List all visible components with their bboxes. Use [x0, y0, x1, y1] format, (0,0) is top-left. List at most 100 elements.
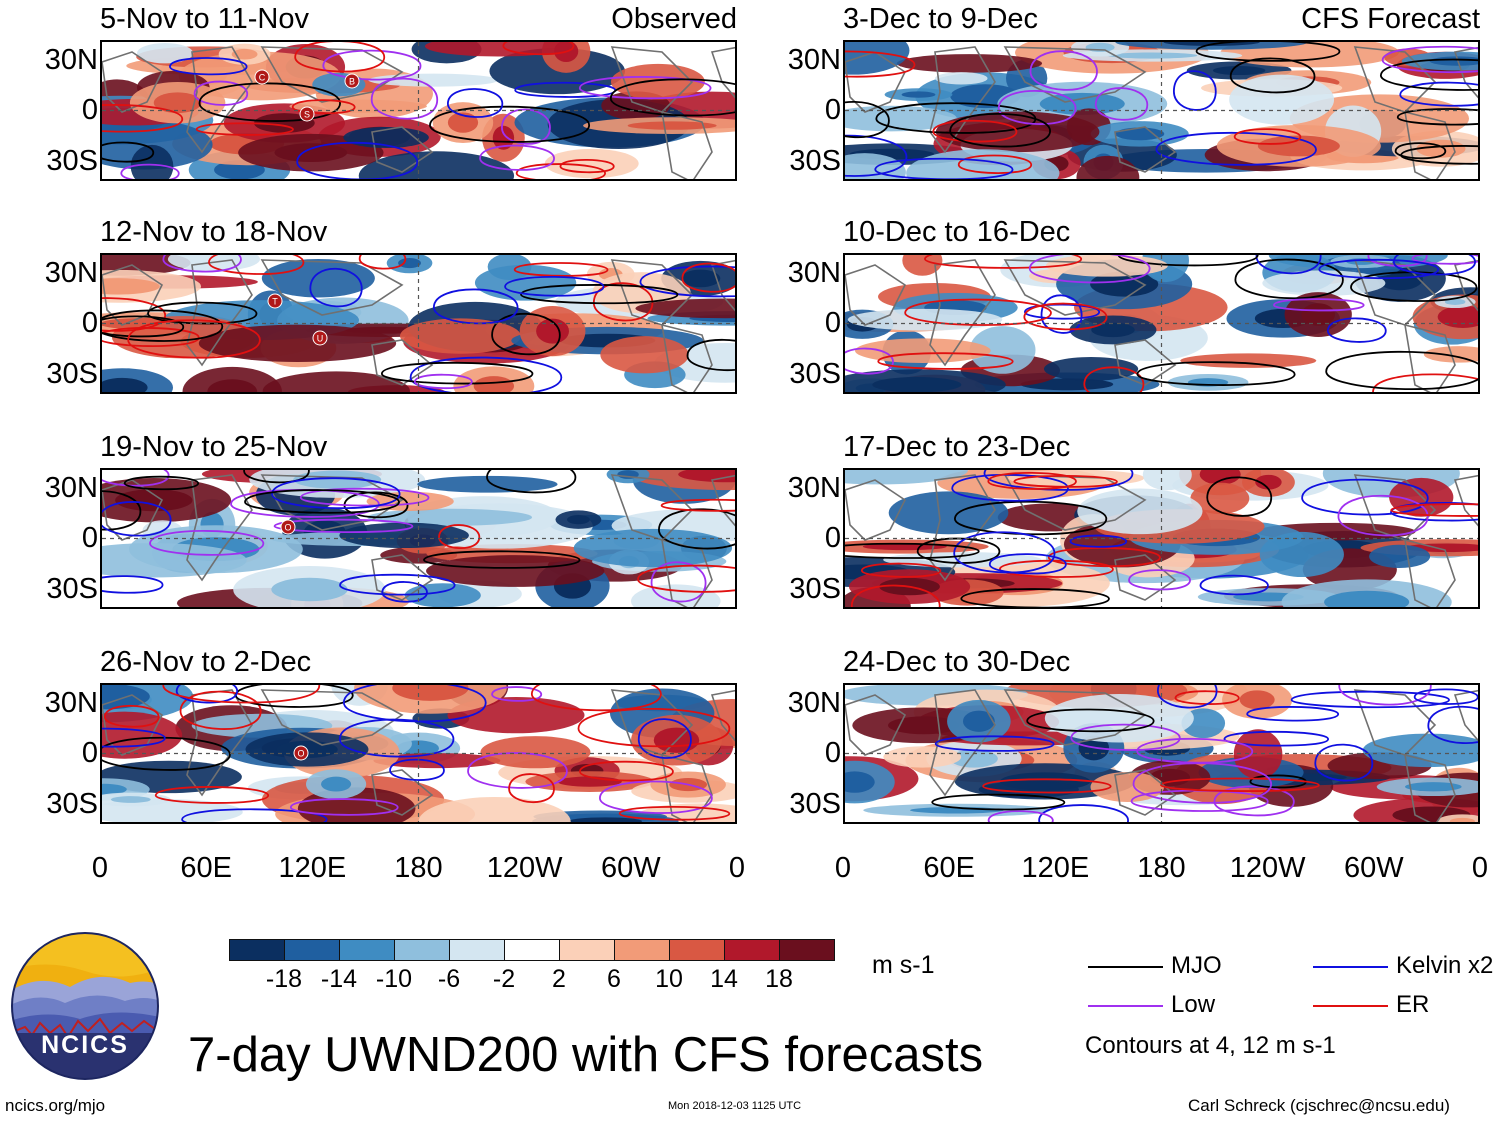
panel-title: 19-Nov to 25-Nov [100, 431, 328, 463]
anomaly-contour [960, 588, 1110, 607]
anomaly-contour [987, 471, 1077, 490]
wind-anomaly-core [473, 376, 515, 392]
colorbar-swatch [394, 939, 450, 961]
map-field: C S B [102, 42, 735, 179]
anomaly-contour [1155, 131, 1317, 166]
wind-anomaly-blob [1045, 255, 1168, 277]
wind-anomaly-core [102, 783, 127, 795]
map-field: O [102, 685, 735, 822]
wind-anomaly-core [1090, 271, 1159, 297]
ncics-logo: NCICS [10, 931, 160, 1081]
coastline [929, 259, 996, 367]
coastline [845, 479, 907, 541]
anomaly-contour [1255, 255, 1322, 275]
coastline [1114, 769, 1177, 816]
wind-anomaly-core [110, 796, 151, 803]
anomaly-contour [1223, 730, 1330, 747]
colorbar-swatch [559, 939, 615, 961]
anomaly-contour [195, 122, 294, 136]
wind-anomaly-blob [1008, 470, 1145, 487]
wind-anomaly-core [102, 278, 160, 295]
anomaly-contour [877, 352, 1014, 370]
coastline [260, 689, 404, 746]
anomaly-contour [486, 470, 577, 494]
anomaly-contour [578, 76, 712, 100]
wind-anomaly-blob [847, 308, 1003, 331]
logo-text: NCICS [41, 1031, 129, 1059]
coastline [1404, 753, 1456, 822]
wind-anomaly-blob [600, 336, 689, 374]
anomaly-contour [1160, 777, 1320, 792]
anomaly-contour [102, 309, 224, 342]
coastline [1353, 259, 1437, 326]
anomaly-contour [1172, 70, 1217, 111]
anomaly-contour [860, 562, 942, 578]
anomaly-contour [1246, 706, 1340, 722]
anomaly-contour [845, 347, 894, 375]
wind-anomaly-blob [130, 144, 174, 179]
anomaly-contour [639, 265, 735, 298]
storm-label: T [272, 297, 278, 307]
anomaly-contour [1117, 255, 1259, 267]
anomaly-contour [193, 80, 249, 106]
coastline [102, 51, 164, 113]
coastline [710, 259, 735, 312]
tropical-storm-marker [267, 293, 283, 309]
x-tick-label: 60E [923, 852, 975, 884]
anomaly-contour [987, 810, 1054, 822]
anomaly-contour [1136, 737, 1254, 764]
anomaly-contour [1390, 503, 1478, 517]
wind-anomaly-blob [424, 42, 572, 57]
units-label: m s-1 [872, 951, 935, 979]
anomaly-contour [289, 798, 399, 816]
anomaly-contour [102, 490, 142, 531]
colorbar-label: 14 [710, 965, 738, 993]
map-field [845, 255, 1478, 392]
x-tick-label: 0 [1471, 852, 1489, 884]
wind-anomaly-blob [426, 555, 605, 587]
storm-label: B [349, 77, 355, 87]
anomaly-contour [1314, 743, 1374, 782]
anomaly-contour [579, 760, 674, 782]
anomaly-contour [577, 708, 731, 748]
x-tick-label: 60E [180, 852, 232, 884]
coastline [610, 689, 694, 756]
anomaly-contour [1199, 574, 1269, 596]
anomaly-contour [845, 50, 916, 78]
anomaly-contour [102, 104, 184, 133]
y-tick-label: 30N [787, 472, 841, 504]
anomaly-contour [1023, 302, 1108, 331]
anomaly-contour [988, 553, 1067, 575]
colorbar-label: -10 [375, 965, 413, 993]
y-tick-label: 0 [824, 307, 841, 339]
y-tick-label: 30N [44, 472, 98, 504]
colorbar-swatch [284, 939, 340, 961]
y-tick-label: 30N [787, 44, 841, 76]
anomaly-contour [501, 108, 551, 145]
y-tick-label: 30S [46, 788, 98, 820]
coastline [845, 264, 907, 326]
coastline [1114, 126, 1177, 173]
x-tick-label: 60W [601, 852, 661, 884]
anomaly-contour [845, 101, 890, 139]
anomaly-contour [309, 267, 363, 308]
wind-anomaly-blob [261, 258, 375, 298]
anomaly-contour [1394, 142, 1447, 160]
anomaly-contour [515, 163, 607, 179]
coastline [710, 46, 735, 99]
anomaly-contour [234, 685, 354, 708]
wind-anomaly-core [1405, 782, 1462, 792]
anomaly-contour [1273, 298, 1365, 312]
anomaly-contour [1290, 690, 1450, 709]
wind-anomaly-blob [404, 583, 481, 607]
anomaly-contour [660, 498, 735, 512]
wind-anomaly-core [398, 257, 421, 269]
wind-anomaly-core [872, 376, 962, 392]
panel-title: 10-Dec to 16-Dec [843, 216, 1071, 248]
colorbar-swatch [504, 939, 560, 961]
anomaly-contour [1094, 87, 1149, 121]
tropical-storm-marker [280, 519, 296, 535]
anomaly-contour [198, 82, 341, 122]
anomaly-contour [513, 262, 609, 277]
wind-anomaly-blob [137, 43, 194, 64]
